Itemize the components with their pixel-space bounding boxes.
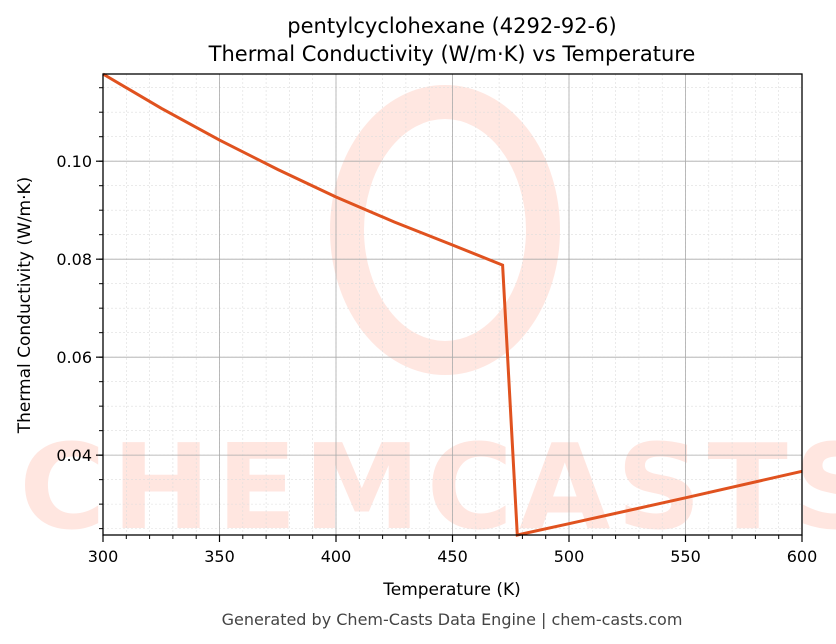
major-grid [102,74,803,535]
y-tick-label: 0.04 [56,446,92,465]
chart-subtitle: Thermal Conductivity (W/m·K) vs Temperat… [208,42,696,66]
y-tick-label: 0.10 [56,152,92,171]
watermark: CHEMCASTS [19,85,836,556]
y-tick-label: 0.08 [56,250,92,269]
chart-title: pentylcyclohexane (4292-92-6) [287,14,616,38]
series-line-thermal-conductivity [102,72,803,537]
x-tick-label: 400 [321,547,352,566]
x-tick-label: 600 [787,547,818,566]
footer-text: Generated by Chem-Casts Data Engine | ch… [222,610,683,629]
x-tick-label: 550 [670,547,701,566]
x-tick-label: 350 [204,547,235,566]
x-tick-label: 450 [437,547,468,566]
watermark-logo-ring [330,85,560,375]
watermark-text: CHEMCASTS [19,418,836,556]
x-axis-label: Temperature (K) [382,580,521,600]
y-tick-label: 0.06 [56,348,92,367]
x-tick-label: 300 [88,547,119,566]
y-axis-label: Thermal Conductivity (W/m·K) [15,177,35,435]
x-tick-label: 500 [554,547,585,566]
